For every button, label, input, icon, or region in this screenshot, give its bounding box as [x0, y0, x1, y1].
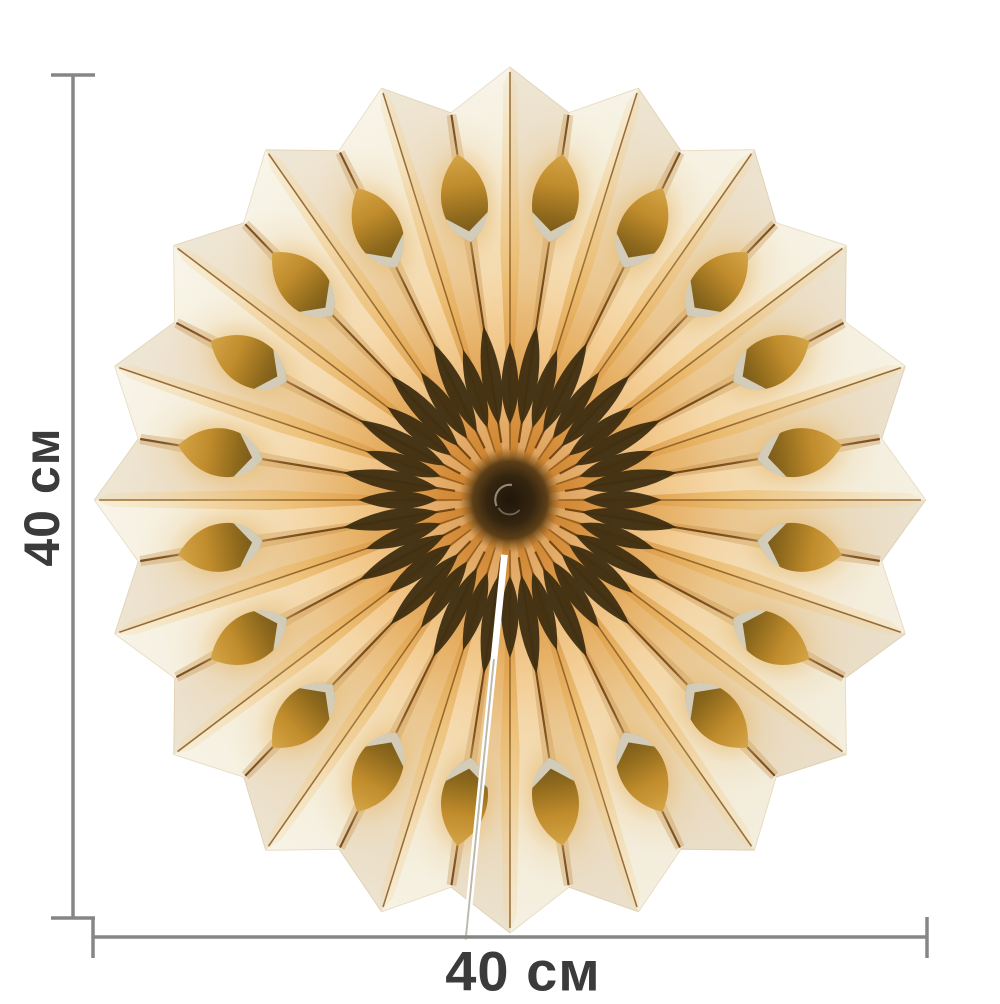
fan-hole: [708, 391, 885, 514]
fan-hole: [135, 486, 312, 609]
height-dimension-line: [51, 73, 95, 920]
fan-hole: [640, 208, 790, 365]
fan-hole: [708, 486, 885, 609]
fan-center-gaps: [343, 326, 677, 674]
width-dimension-line: [91, 917, 929, 958]
fan-hole: [496, 706, 614, 890]
fan-hole: [406, 110, 524, 294]
height-dimension-label: 40 см: [14, 427, 70, 567]
fan-seam: [462, 554, 508, 942]
paper-fan: [93, 66, 927, 942]
width-dimension-label: 40 см: [445, 939, 601, 1003]
fan-center-hub: [458, 446, 562, 554]
